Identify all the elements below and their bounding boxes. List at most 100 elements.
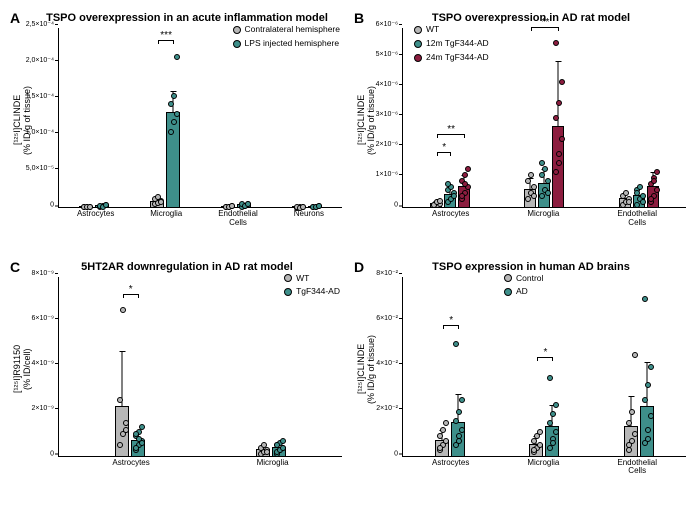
- data-point: [280, 445, 286, 451]
- data-point: [648, 413, 654, 419]
- data-point: [531, 193, 537, 199]
- data-point: [642, 397, 648, 403]
- x-label: Neurons: [294, 210, 324, 228]
- legend-marker: [414, 40, 422, 48]
- bar-group: [79, 205, 109, 207]
- y-tick: 4×10⁻²: [376, 359, 398, 367]
- data-point: [553, 40, 559, 46]
- data-point: [453, 341, 459, 347]
- significance-line: [531, 27, 559, 28]
- bar: [435, 440, 449, 456]
- x-labels: AstrocytesMicroglia: [59, 459, 342, 468]
- data-point: [117, 442, 123, 448]
- bar: [150, 201, 164, 207]
- data-point: [168, 129, 174, 135]
- data-point: [559, 79, 565, 85]
- data-point: [531, 447, 537, 453]
- bar: [166, 112, 180, 207]
- legend-marker: [414, 26, 422, 34]
- legend-label: WT: [296, 273, 309, 285]
- bar-group: [435, 422, 465, 456]
- panel-title: 5HT2AR downregulation in AD rat model: [28, 261, 346, 273]
- bar: [95, 205, 109, 207]
- panel-a: ATSPO overexpression in an acute inflamm…: [10, 10, 346, 251]
- significance-annotation: *: [537, 351, 553, 358]
- legend-label: WT: [426, 24, 439, 36]
- data-point: [626, 199, 632, 205]
- significance-line: [443, 325, 459, 326]
- data-point: [443, 420, 449, 426]
- data-point: [280, 438, 286, 444]
- bar-group: [292, 206, 322, 207]
- legend-marker: [504, 288, 512, 296]
- bar: [444, 194, 456, 208]
- x-label: Astrocytes: [432, 210, 469, 228]
- data-point: [133, 431, 139, 437]
- data-point: [550, 411, 556, 417]
- data-point: [465, 166, 471, 172]
- y-tick: 2,0×10⁻⁴: [26, 56, 54, 64]
- legend: WT12m TgF344-AD24m TgF344-AD: [414, 24, 489, 66]
- y-tick: 4×10⁻⁶: [376, 80, 398, 88]
- data-point: [626, 420, 632, 426]
- data-point: [550, 440, 556, 446]
- data-point: [245, 201, 251, 207]
- legend: ControlAD: [504, 273, 543, 301]
- data-point: [531, 184, 537, 190]
- legend-marker: [233, 26, 241, 34]
- legend-item: AD: [504, 286, 543, 298]
- legend-item: 12m TgF344-AD: [414, 38, 489, 50]
- bar: [256, 449, 270, 456]
- legend-marker: [284, 288, 292, 296]
- data-point: [443, 438, 449, 444]
- data-point: [556, 160, 562, 166]
- data-point: [261, 442, 267, 448]
- y-axis-label: [¹²⁵I]CLINDE(% ID/g of tissue): [356, 45, 368, 195]
- significance-stars: *: [123, 286, 139, 294]
- x-labels: AstrocytesMicrogliaEndothelialCells: [403, 210, 686, 228]
- significance-stars: *: [437, 144, 451, 152]
- data-point: [117, 397, 123, 403]
- x-label: EndothelialCells: [617, 210, 657, 228]
- data-point: [539, 172, 545, 178]
- y-tick: 3×10⁻⁶: [376, 110, 398, 118]
- y-tick: 5×10⁻⁶: [376, 50, 398, 58]
- data-point: [133, 445, 139, 451]
- data-point: [634, 190, 640, 196]
- y-tick: 8×10⁻²: [376, 269, 398, 277]
- data-point: [654, 187, 660, 193]
- legend-item: WT: [414, 24, 489, 36]
- data-point: [539, 160, 545, 166]
- bar-groups: [59, 277, 342, 456]
- data-point: [440, 427, 446, 433]
- data-point: [626, 442, 632, 448]
- legend-marker: [233, 40, 241, 48]
- y-axis-label: [¹²⁵I]R91150(% ID/cell): [12, 294, 24, 444]
- data-point: [229, 203, 235, 209]
- legend-item: LPS injected hemisphere: [233, 38, 340, 50]
- y-tick: 2×10⁻²: [376, 404, 398, 412]
- bar-group: [256, 447, 286, 456]
- x-label: Astrocytes: [112, 459, 149, 468]
- legend-item: TgF344-AD: [284, 286, 340, 298]
- y-tick: 2×10⁻⁹: [32, 404, 54, 412]
- data-point: [139, 424, 145, 430]
- data-point: [539, 193, 545, 199]
- y-tick: 0: [394, 450, 398, 457]
- bar: [115, 406, 129, 456]
- y-ticks: 05,0×10⁻⁵1,0×10⁻⁴1,5×10⁻⁴2,0×10⁻⁴2,5×10⁻…: [24, 26, 56, 210]
- data-point: [437, 433, 443, 439]
- bar: [538, 183, 550, 207]
- chart-area: AstrocytesMicrogliaEndothelialCells**: [402, 277, 686, 457]
- data-point: [553, 402, 559, 408]
- bar: [308, 206, 322, 207]
- bar-group: [150, 112, 180, 207]
- legend-marker: [284, 274, 292, 282]
- bar: [237, 204, 251, 207]
- bar-groups: [403, 277, 686, 456]
- data-point: [171, 93, 177, 99]
- legend-marker: [414, 54, 422, 62]
- data-point: [451, 193, 457, 199]
- x-labels: AstrocytesMicrogliaEndothelialCells: [403, 459, 686, 477]
- data-point: [648, 364, 654, 370]
